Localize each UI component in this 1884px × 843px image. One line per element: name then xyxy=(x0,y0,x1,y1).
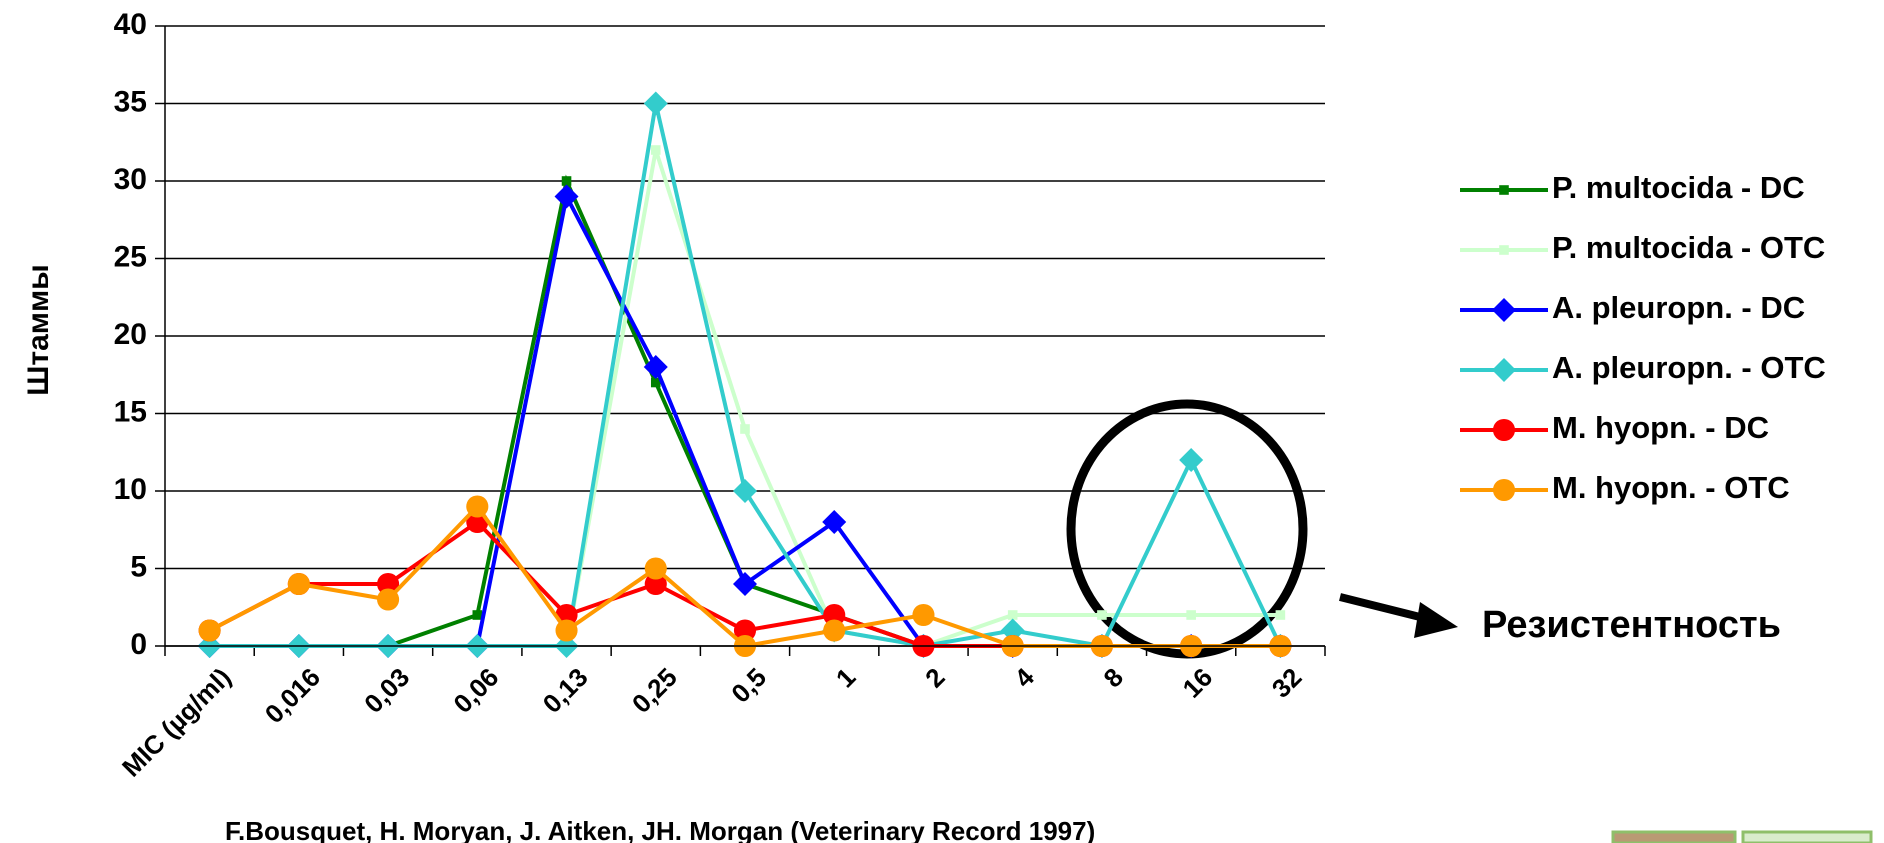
y-tick-label: 10 xyxy=(114,473,147,506)
marker xyxy=(1276,610,1286,620)
marker xyxy=(1499,185,1509,195)
marker xyxy=(645,557,667,579)
y-tick-label: 25 xyxy=(114,240,147,273)
x-tick-label: MIC (µg/ml) xyxy=(116,662,237,783)
marker xyxy=(377,588,399,610)
source: F.Bousquet, H. Moryan, J. Aitken, JH. Mo… xyxy=(225,816,1095,843)
y-tick-label: 5 xyxy=(130,550,147,583)
y-tick-label: 40 xyxy=(114,8,147,41)
x-tick-label: 8 xyxy=(1098,662,1129,693)
chart: Штаммы Резистентность F.Bousquet, H. Mor… xyxy=(0,0,1884,843)
marker xyxy=(199,619,221,641)
y-axis-label: Штаммы xyxy=(22,264,55,396)
marker xyxy=(1492,298,1516,322)
legend-label: P. multocida - DC xyxy=(1552,170,1805,205)
x-tick-label: 0,5 xyxy=(725,662,772,709)
legend-label: A. pleuropn. - OTC xyxy=(1552,350,1826,385)
marker xyxy=(651,145,661,155)
marker xyxy=(1492,358,1516,382)
marker xyxy=(912,604,934,626)
marker xyxy=(644,92,668,116)
marker xyxy=(1097,610,1107,620)
y-tick-label: 35 xyxy=(114,85,147,118)
x-tick-label: 0,06 xyxy=(447,662,504,719)
marker xyxy=(740,424,750,434)
marker xyxy=(1008,610,1018,620)
legend-label: P. multocida - OTC xyxy=(1552,230,1825,265)
marker xyxy=(1499,245,1509,255)
thumbnail xyxy=(1613,832,1735,843)
series-line xyxy=(210,104,1281,647)
marker xyxy=(733,572,757,596)
x-tick-label: 4 xyxy=(1008,662,1040,694)
x-tick-label: 0,25 xyxy=(626,662,683,719)
y-tick-label: 15 xyxy=(114,395,147,428)
x-tick-label: 0,03 xyxy=(358,662,415,719)
marker xyxy=(288,573,310,595)
x-tick-label: 0,016 xyxy=(259,662,326,729)
y-tick-label: 30 xyxy=(114,163,147,196)
arrow-head xyxy=(1414,602,1458,638)
marker xyxy=(562,176,572,186)
marker xyxy=(473,610,483,620)
arrow-shaft xyxy=(1340,597,1428,619)
page: {"chart_data": {"type": "line", "y_label… xyxy=(0,0,1884,843)
x-tick-label: 16 xyxy=(1177,662,1219,704)
marker xyxy=(823,619,845,641)
marker xyxy=(1186,610,1196,620)
marker xyxy=(466,495,488,517)
x-tick-label: 32 xyxy=(1266,662,1308,704)
marker xyxy=(1493,419,1515,441)
x-tick-label: 0,13 xyxy=(537,662,594,719)
y-tick-label: 0 xyxy=(130,628,147,661)
annotation: Резистентность xyxy=(1482,604,1781,646)
x-tick-label: 2 xyxy=(919,662,950,693)
marker xyxy=(555,619,577,641)
marker xyxy=(1493,479,1515,501)
legend-label: M. hyopn. - DC xyxy=(1552,410,1769,445)
legend-label: M. hyopn. - OTC xyxy=(1552,470,1790,505)
thumbnail xyxy=(1743,832,1871,843)
series-line xyxy=(210,150,1281,646)
marker xyxy=(1179,448,1203,472)
legend-label: A. pleuropn. - DC xyxy=(1552,290,1805,325)
x-tick-label: 1 xyxy=(830,662,861,693)
marker xyxy=(733,479,757,503)
y-tick-label: 20 xyxy=(114,318,147,351)
